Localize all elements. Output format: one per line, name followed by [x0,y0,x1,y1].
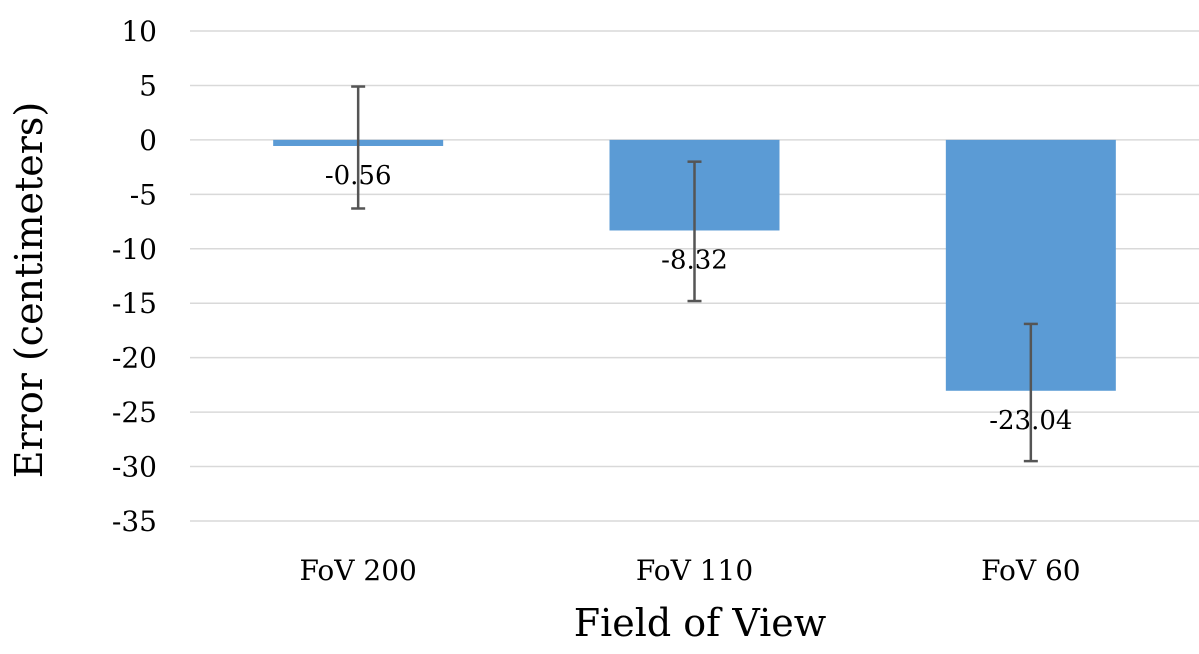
data-label: -23.04 [989,406,1072,436]
error-bar [687,160,702,303]
y-tick-label: -15 [112,287,157,320]
y-axis-ticks: 10 5 0 -5 -10 -15 -20 -25 -30 -35 [112,15,157,538]
x-axis-title: Field of View [574,601,827,645]
error-bar [351,85,366,210]
x-category-label: FoV 200 [300,554,417,587]
y-tick-label: 5 [139,69,157,102]
y-tick-label: -30 [112,451,157,484]
x-axis-categories: FoV 200 FoV 110 FoV 60 [300,554,1081,587]
error-bars [351,85,1038,463]
x-category-label: FoV 110 [636,554,753,587]
y-tick-label: -25 [112,396,157,429]
y-tick-label: -10 [112,233,157,266]
data-label: -0.56 [325,161,392,191]
y-tick-label: 10 [121,15,157,48]
y-tick-label: -20 [112,342,157,375]
data-labels: -0.56 -8.32 -23.04 [325,161,1073,436]
error-bar [1023,322,1038,463]
y-tick-label: -35 [112,505,157,538]
data-label: -8.32 [661,245,728,275]
x-category-label: FoV 60 [981,554,1081,587]
y-tick-label: 0 [139,124,157,157]
y-tick-label: -5 [130,178,157,211]
y-axis-title: Error (centimeters) [7,102,51,478]
